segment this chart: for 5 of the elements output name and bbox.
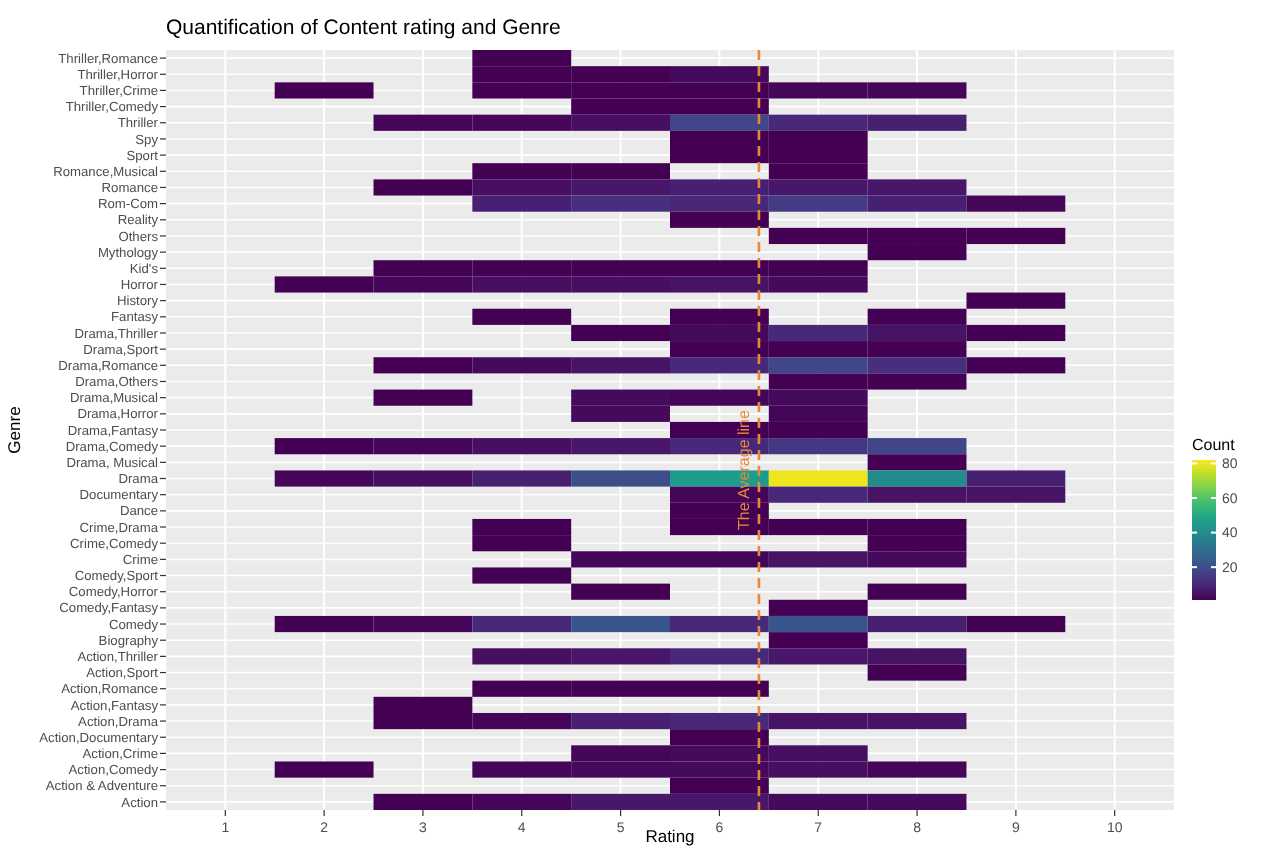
- chart-title: Quantification of Content rating and Genre: [166, 16, 561, 40]
- color-bar-title: Count: [1192, 436, 1237, 454]
- y-axis-title: Genre: [4, 405, 24, 454]
- ref-line-label: The Average line: [734, 409, 753, 530]
- x-axis-title: Rating: [645, 826, 696, 846]
